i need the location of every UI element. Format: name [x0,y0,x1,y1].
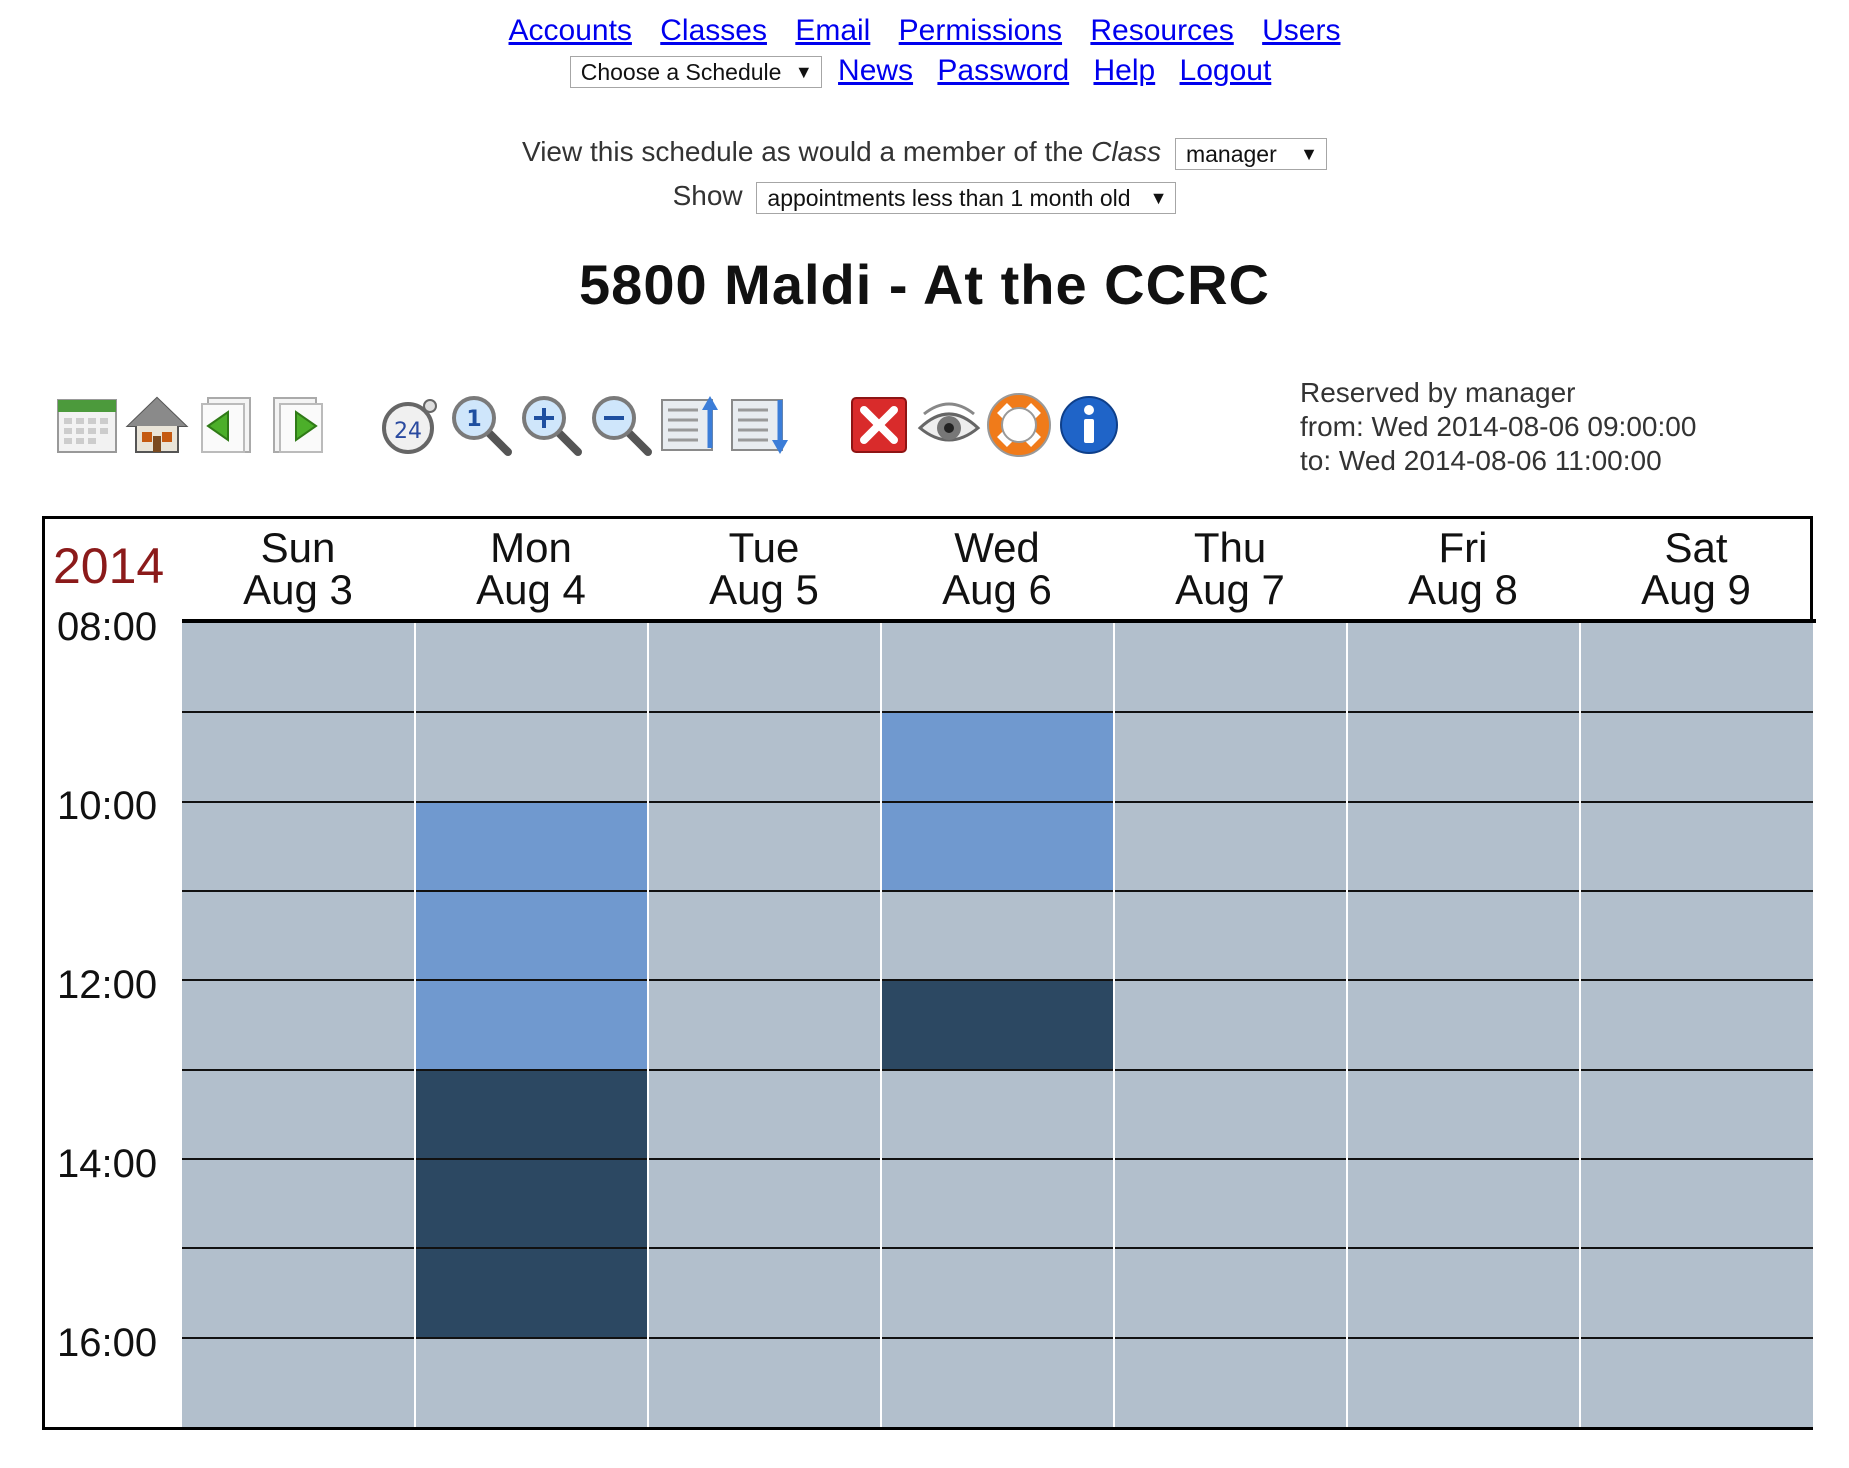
home-icon[interactable] [124,392,190,458]
reservation-info: Reserved by manager from: Wed 2014-08-06… [1300,376,1696,478]
dropdown-arrow-icon: ▼ [794,62,813,83]
day-date: Aug 6 [942,566,1052,613]
nav-link-password[interactable]: Password [937,54,1070,87]
nav-link-users[interactable]: Users [1262,14,1341,47]
lifebuoy-help-icon[interactable] [986,392,1052,458]
info-icon[interactable] [1056,392,1122,458]
day-date: Aug 9 [1641,566,1751,613]
nav-link-logout[interactable]: Logout [1179,54,1272,87]
reservation-from: from: Wed 2014-08-06 09:00:00 [1300,411,1697,442]
header-divider [182,619,1816,623]
show-filter-select[interactable]: appointments less than 1 month old ▼ [756,181,1177,214]
svg-text:24: 24 [394,419,422,444]
day-header-thu[interactable]: Thu Aug 7 [1114,527,1346,611]
schedule-select-value: Choose a Schedule [580,59,782,86]
delete-icon[interactable] [846,392,912,458]
day-header-tue[interactable]: Tue Aug 5 [648,527,880,611]
day-gridline [414,623,416,1427]
day-date: Aug 7 [1175,566,1285,613]
class-select-value: manager [1185,140,1277,167]
appointment-block-mon-1[interactable] [415,1069,648,1338]
time-label-1200: 12:00 [57,963,158,1007]
day-of-week: Sat [1664,524,1728,571]
day-of-week: Mon [490,524,572,571]
day-of-week: Wed [954,524,1040,571]
time-label-1000: 10:00 [57,784,158,828]
view-as-prefix: View this schedule as would a member of … [522,136,1084,167]
appointment-block-wed-3[interactable] [881,980,1114,1070]
appointment-block-mon-0[interactable] [415,801,648,1070]
time-label-1600: 16:00 [57,1321,158,1365]
day-gridline [1113,623,1115,1427]
calendar-icon[interactable] [54,392,120,458]
nav-link-email[interactable]: Email [795,14,871,47]
nav-link-resources[interactable]: Resources [1090,14,1234,47]
day-header-sun[interactable]: Sun Aug 3 [182,527,414,611]
class-select[interactable]: manager ▼ [1174,137,1327,170]
day-header-fri[interactable]: Fri Aug 8 [1347,527,1579,611]
hour-gridline [182,1336,1813,1339]
hour-gridline [182,1247,1813,1250]
reservation-by: Reserved by manager [1300,377,1576,408]
hour-gridline [182,1068,1813,1071]
nav-link-permissions[interactable]: Permissions [898,14,1063,47]
nav-link-help[interactable]: Help [1093,54,1156,87]
hour-gridline [182,1158,1813,1160]
next-page-icon[interactable] [264,392,330,458]
scroll-down-icon[interactable] [728,392,794,458]
nav-link-classes[interactable]: Classes [660,14,767,47]
day-gridline [1579,623,1581,1427]
day-gridline [1346,623,1348,1427]
time-label-1400: 14:00 [57,1142,158,1186]
calendar-year: 2014 [53,538,165,594]
dropdown-arrow-icon: ▼ [1149,187,1168,208]
day-of-week: Fri [1438,524,1488,571]
day-date: Aug 5 [709,566,819,613]
day-date: Aug 4 [476,566,586,613]
day-of-week: Sun [260,524,336,571]
day-date: Aug 3 [243,566,353,613]
show-label: Show [672,180,743,211]
day-header-wed[interactable]: Wed Aug 6 [881,527,1113,611]
scroll-up-icon[interactable] [658,392,724,458]
schedule-grid[interactable] [182,623,1813,1427]
day-of-week: Thu [1193,524,1267,571]
day-header-sat[interactable]: Sat Aug 9 [1580,527,1812,611]
time-label-0800: 08:00 [57,605,158,649]
zoom-in-icon[interactable] [518,392,584,458]
hour-gridline [182,979,1813,982]
view-options: View this schedule as would a member of … [0,130,1849,218]
previous-page-icon[interactable] [194,392,260,458]
show-filter-value: appointments less than 1 month old [767,184,1131,211]
day-date: Aug 8 [1408,566,1518,613]
svg-text:1: 1 [466,407,481,432]
day-gridline [647,623,649,1427]
day-of-week: Tue [728,524,800,571]
page-title: 5800 Maldi - At the CCRC [579,253,1270,316]
hour-gridline [182,800,1813,803]
dropdown-arrow-icon: ▼ [1300,143,1318,164]
hour-gridline [182,890,1813,892]
reservation-to: to: Wed 2014-08-06 11:00:00 [1300,445,1662,476]
zoom-1-icon[interactable]: 1 [448,392,514,458]
week-calendar: 2014 Sun Aug 3 Mon Aug 4 Tue Aug 5 Wed A… [42,516,1816,1430]
hour-gridline [182,711,1813,714]
24-hour-clock-icon[interactable]: 24 [378,392,444,458]
top-navigation: Accounts Classes Email Permissions Resou… [0,12,1849,90]
day-header-mon[interactable]: Mon Aug 4 [415,527,647,611]
eye-icon[interactable] [916,392,982,458]
nav-link-accounts[interactable]: Accounts [508,14,632,47]
zoom-out-icon[interactable] [588,392,654,458]
view-as-class-word: Class [1091,136,1162,167]
nav-link-news[interactable]: News [838,54,914,87]
day-gridline [880,623,882,1427]
schedule-select[interactable]: Choose a Schedule ▼ [569,56,822,89]
